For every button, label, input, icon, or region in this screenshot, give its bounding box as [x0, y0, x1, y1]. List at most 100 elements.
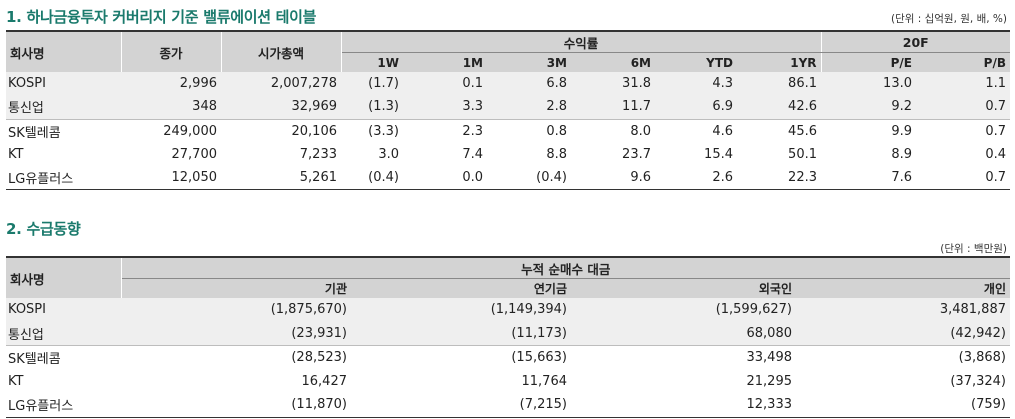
cell-foreign: 12,333 — [571, 393, 796, 418]
cell-name: SK텔레콤 — [8, 352, 61, 368]
cell-retail: (3,868) — [958, 350, 1006, 366]
col-foreign: 외국인 — [571, 278, 796, 298]
section1-unit: (단위 : 십억원, 원, 배, %) — [890, 13, 1007, 25]
col-6m: 6M — [571, 52, 655, 72]
col-1yr: 1YR — [737, 52, 822, 72]
cell-3m: 8.8 — [546, 147, 567, 163]
col-pe: P/E — [821, 52, 916, 72]
cell-name: SK텔레콤 — [8, 125, 61, 141]
col-institution: 기관 — [121, 278, 351, 298]
col-group-valuation: 20F — [821, 30, 1010, 53]
cell-1m: 7.4 — [462, 147, 483, 163]
cell-1m: 2.3 — [462, 123, 483, 139]
cell-1w: (0.4) — [341, 166, 403, 191]
cell-1m: 0.0 — [403, 166, 487, 191]
cell-pension: 11,764 — [521, 373, 568, 389]
col-company: 회사명 — [6, 30, 122, 72]
cell-retail: (42,942) — [796, 321, 1010, 346]
col-1m: 1M — [403, 52, 487, 72]
table-row: LG유플러스 (11,870) (7,215) 12,333 (759) — [6, 393, 1010, 418]
col-retail: 개인 — [796, 278, 1010, 298]
cell-pension: (1,149,394) — [351, 298, 571, 322]
cell-1yr: 42.6 — [737, 95, 821, 120]
cell-1yr: 50.1 — [788, 147, 817, 163]
cell-1w: 3.0 — [378, 147, 399, 163]
col-3m: 3M — [487, 52, 571, 72]
cell-1m: 0.1 — [403, 72, 487, 96]
col-group-netbuy: 누적 순매수 대금 — [121, 256, 1010, 279]
cell-1w: (3.3) — [368, 123, 399, 139]
cell-retail: 3,481,887 — [796, 298, 1010, 322]
cell-ytd: 2.6 — [655, 166, 737, 191]
cell-pe: 9.9 — [891, 123, 912, 139]
cell-pb: 1.1 — [916, 72, 1010, 96]
cell-6m: 8.0 — [630, 123, 651, 139]
cell-price: 27,700 — [171, 147, 218, 163]
cell-price: 348 — [121, 95, 221, 120]
cell-foreign: 33,498 — [746, 350, 793, 366]
cell-6m: 31.8 — [571, 72, 655, 96]
col-company: 회사명 — [6, 256, 122, 298]
col-pb: P/B — [916, 52, 1010, 72]
cell-pb: 0.7 — [916, 166, 1010, 191]
cell-mktcap: 20,106 — [291, 123, 338, 139]
cell-pension: (15,663) — [511, 350, 567, 366]
cell-1yr: 45.6 — [788, 123, 817, 139]
cell-ytd: 15.4 — [704, 147, 733, 163]
cell-foreign: 21,295 — [746, 373, 793, 389]
col-ytd: YTD — [655, 52, 737, 72]
cell-pe: 7.6 — [821, 166, 916, 191]
valuation-table: 회사명 종가 시가총액 수익률 20F 1W 1M 3M 6M YTD 1YR … — [6, 30, 1010, 191]
cell-institution: 16,427 — [301, 373, 348, 389]
table-row: 통신업 (23,931) (11,173) 68,080 (42,942) — [6, 321, 1010, 346]
cell-institution: (1,875,670) — [121, 298, 351, 322]
table-row: 통신업 348 32,969 (1.3) 3.3 2.8 11.7 6.9 42… — [6, 95, 1010, 120]
section2-title: 2. 수급동향 — [6, 220, 81, 238]
cell-institution: (11,870) — [121, 393, 351, 418]
cell-pe: 9.2 — [821, 95, 916, 120]
cell-name: KT — [8, 373, 24, 389]
cell-ytd: 4.6 — [712, 123, 733, 139]
cell-name: 통신업 — [6, 321, 121, 346]
cell-6m: 9.6 — [571, 166, 655, 191]
cell-1w: (1.7) — [341, 72, 403, 96]
cell-price: 12,050 — [121, 166, 221, 191]
cell-1w: (1.3) — [341, 95, 403, 120]
cell-price: 2,996 — [121, 72, 221, 96]
cell-foreign: 68,080 — [571, 321, 796, 346]
table-row: SK텔레콤 (28,523) (15,663) 33,498 (3,868) — [6, 346, 1010, 370]
cell-name: LG유플러스 — [6, 166, 121, 191]
cell-name: KT — [8, 147, 24, 163]
table-row: KOSPI (1,875,670) (1,149,394) (1,599,627… — [6, 298, 1010, 322]
cell-3m: 0.8 — [546, 123, 567, 139]
cell-retail: (37,324) — [950, 373, 1006, 389]
flow-table: 회사명 누적 순매수 대금 기관 연기금 외국인 개인 KOSPI (1,875… — [6, 256, 1010, 418]
cell-pb: 0.7 — [985, 123, 1006, 139]
section2-unit: (단위 : 백만원) — [940, 243, 1007, 255]
col-1w: 1W — [341, 52, 403, 72]
cell-6m: 11.7 — [571, 95, 655, 120]
table-row: LG유플러스 12,050 5,261 (0.4) 0.0 (0.4) 9.6 … — [6, 166, 1010, 191]
cell-institution: (23,931) — [121, 321, 351, 346]
cell-name: LG유플러스 — [6, 393, 121, 418]
cell-pension: (11,173) — [351, 321, 571, 346]
col-group-returns: 수익률 — [341, 30, 822, 53]
cell-3m: 2.8 — [487, 95, 571, 120]
cell-name: KOSPI — [6, 72, 121, 96]
table-row: KT 27,700 7,233 3.0 7.4 8.8 23.7 15.4 50… — [6, 143, 1010, 166]
cell-pb: 0.7 — [916, 95, 1010, 120]
cell-3m: 6.8 — [487, 72, 571, 96]
cell-pe: 8.9 — [891, 147, 912, 163]
cell-ytd: 6.9 — [655, 95, 737, 120]
cell-foreign: (1,599,627) — [571, 298, 796, 322]
cell-pe: 13.0 — [821, 72, 916, 96]
cell-ytd: 4.3 — [655, 72, 737, 96]
table-row: KT 16,427 11,764 21,295 (37,324) — [6, 370, 1010, 394]
cell-name: KOSPI — [6, 298, 121, 322]
cell-mktcap: 7,233 — [299, 147, 337, 163]
cell-retail: (759) — [796, 393, 1010, 418]
cell-3m: (0.4) — [487, 166, 571, 191]
cell-name: 통신업 — [6, 95, 121, 120]
table-row: SK텔레콤 249,000 20,106 (3.3) 2.3 0.8 8.0 4… — [6, 119, 1010, 143]
cell-institution: (28,523) — [291, 350, 347, 366]
